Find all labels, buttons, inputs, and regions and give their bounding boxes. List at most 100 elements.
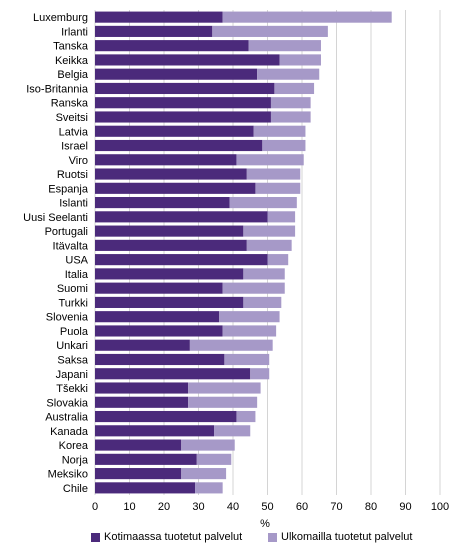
bar-domestic: [95, 125, 254, 137]
category-label: Viro: [69, 155, 88, 167]
bar-domestic: [95, 453, 197, 465]
bar-foreign: [212, 25, 328, 37]
bar-foreign: [224, 353, 270, 366]
x-tick-label: 60: [296, 501, 308, 513]
bar-foreign: [229, 197, 297, 209]
bar-domestic: [95, 139, 263, 152]
x-tick-label: 70: [330, 501, 342, 513]
bar-domestic: [95, 182, 256, 194]
category-label: Sveitsi: [56, 112, 88, 124]
bar-domestic: [95, 410, 237, 423]
bar-foreign: [181, 468, 227, 480]
x-tick-label: 30: [192, 501, 204, 513]
legend-swatch-domestic: [91, 532, 100, 542]
bar-domestic: [95, 425, 215, 437]
bar-domestic: [95, 382, 189, 394]
x-tick-label: 40: [227, 501, 239, 513]
bar-foreign: [243, 225, 296, 237]
bar-domestic: [95, 239, 247, 251]
bar-foreign: [279, 54, 321, 66]
category-label: Slovenia: [46, 312, 89, 324]
category-label: USA: [65, 255, 88, 267]
category-label: Irlanti: [61, 26, 88, 38]
bar-domestic: [95, 68, 258, 80]
bar-foreign: [255, 182, 301, 194]
bar-domestic: [95, 311, 220, 323]
bar-foreign: [222, 282, 285, 294]
bar-foreign: [274, 82, 315, 95]
category-label: Uusi Seelanti: [23, 212, 88, 224]
bar-foreign: [253, 125, 306, 137]
category-label: Tanska: [53, 41, 89, 53]
x-tick-label: 80: [365, 501, 377, 513]
bar-foreign: [246, 168, 301, 180]
category-label: Tšekki: [56, 383, 88, 395]
bar-domestic: [95, 468, 182, 480]
x-tick-label: 90: [399, 501, 411, 513]
x-tick-label: 50: [261, 501, 273, 513]
bar-domestic: [95, 482, 196, 494]
bar-foreign: [270, 97, 311, 109]
bar-foreign: [219, 311, 280, 323]
bar-domestic: [95, 82, 275, 95]
bar-domestic: [95, 168, 247, 180]
bar-foreign: [248, 40, 321, 52]
category-label: Latvia: [59, 126, 89, 138]
x-tick-label: 0: [92, 501, 98, 513]
x-tick-label: 20: [158, 501, 170, 513]
bar-foreign: [250, 368, 270, 380]
bar-foreign: [196, 453, 232, 465]
category-label: Itävalta: [53, 240, 89, 252]
bar-domestic: [95, 154, 237, 166]
category-label: Korea: [59, 440, 89, 452]
bar-foreign: [188, 382, 261, 394]
bar-foreign: [195, 482, 223, 494]
category-label: Espanja: [48, 183, 89, 195]
bar-foreign: [267, 254, 289, 266]
category-label: Iso-Britannia: [26, 83, 89, 95]
bar-foreign: [236, 154, 304, 166]
x-tick-label: 100: [431, 501, 449, 513]
bar-domestic: [95, 353, 225, 366]
category-label: Saksa: [57, 354, 88, 366]
category-label: Islanti: [59, 198, 88, 210]
legend-item-foreign: Ulkomailla tuotetut palvelut: [268, 531, 412, 543]
bar-foreign: [243, 268, 285, 280]
legend: Kotimaassa tuotetut palvelut Ulkomailla …: [0, 531, 460, 549]
category-label: Keikka: [55, 55, 89, 67]
category-label: Kanada: [50, 426, 89, 438]
legend-item-domestic: Kotimaassa tuotetut palvelut: [91, 531, 242, 543]
bar-domestic: [95, 254, 268, 266]
bar-domestic: [95, 282, 223, 294]
bar-foreign: [262, 139, 306, 152]
bar-foreign: [236, 410, 256, 423]
bar-domestic: [95, 325, 223, 337]
category-label: Suomi: [57, 283, 88, 295]
bar-foreign: [189, 339, 273, 351]
category-label: Turkki: [58, 297, 88, 309]
category-label: Puola: [60, 326, 89, 338]
legend-label-domestic: Kotimaassa tuotetut palvelut: [104, 531, 243, 543]
bar-foreign: [267, 211, 296, 223]
category-label: Slovakia: [46, 397, 88, 409]
bar-domestic: [95, 396, 189, 408]
category-label: Japani: [56, 369, 88, 381]
bars: [95, 11, 392, 494]
bar-foreign: [246, 239, 292, 251]
bar-domestic: [95, 97, 271, 109]
category-label: Ruotsi: [57, 169, 88, 181]
bar-foreign: [243, 296, 282, 308]
category-label: Norja: [62, 454, 89, 466]
gridlines: [94, 10, 441, 495]
bar-domestic: [95, 25, 213, 37]
x-axis-label: %: [260, 518, 270, 530]
category-label: Australia: [45, 412, 89, 424]
bar-domestic: [95, 111, 271, 123]
bar-domestic: [95, 296, 244, 308]
bar-foreign: [214, 425, 251, 437]
x-tick-labels: 0 10 20 30 40 50 60 70 80 90 100: [92, 501, 449, 513]
bar-foreign: [257, 68, 320, 80]
category-label: Luxemburg: [33, 12, 88, 24]
category-label: Unkari: [56, 340, 88, 352]
